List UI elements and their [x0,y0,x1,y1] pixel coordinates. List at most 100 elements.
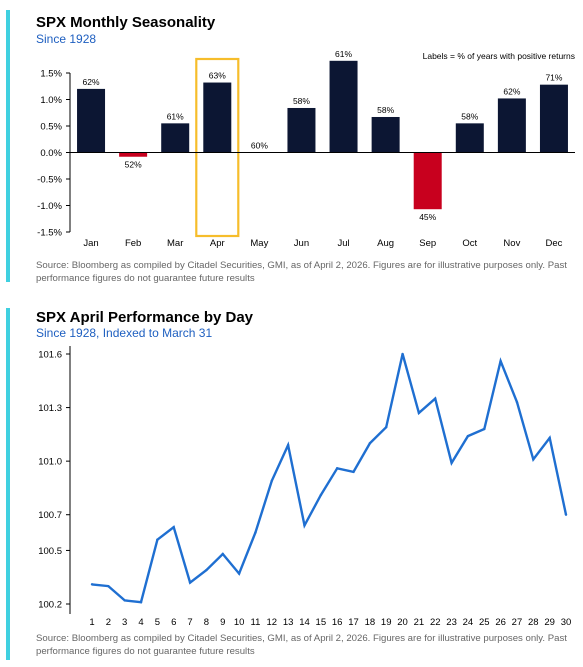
data-label-nov: 62% [503,86,520,96]
series-line [91,353,568,604]
x-tick-label: 19 [381,617,392,628]
data-point-day-12 [270,479,273,482]
data-point-day-18 [368,442,372,445]
y-tick-label: -0.5% [37,175,62,186]
data-point-day-10 [237,572,241,575]
data-label-oct: 58% [461,111,478,121]
x-tick-label: 12 [267,617,278,628]
x-tick-label: 17 [348,617,359,628]
y-tick-label: 100.5 [38,546,62,557]
highlight-box-apr [195,57,240,238]
y-tick-label: 0.0% [40,148,62,159]
bar-jul [329,60,358,153]
x-tick-label: 22 [430,617,441,628]
data-label-may: 60% [251,141,268,151]
x-tick-label: 2 [106,617,111,628]
chart-subtitle-april-daily: Since 1928, Indexed to March 31 [36,326,213,340]
x-tick-label: 10 [234,617,245,628]
data-label-aug: 58% [377,105,394,115]
source-note-seasonality: Source: Bloomberg as compiled by Citadel… [36,260,567,284]
x-tick-label: 24 [463,617,474,628]
source-note-april-daily: Source: Bloomberg as compiled by Citadel… [36,633,567,657]
x-tick-label: 18 [365,617,376,628]
data-point-day-22 [434,397,437,400]
y-tick-label: 101.6 [38,350,62,361]
bar-aug [371,116,400,153]
data-point-day-30 [564,513,568,516]
x-tick-label: Jul [337,238,349,249]
x-tick-label: Nov [503,238,520,249]
x-tick-label: May [250,238,268,249]
x-tick-label: 6 [171,617,176,628]
chart-title-april-daily: SPX April Performance by Day [36,309,254,326]
data-point-day-28 [532,458,535,461]
data-point-day-11 [254,531,257,534]
data-point-day-21 [417,411,421,415]
x-tick-label: Dec [546,238,563,249]
data-point-day-4 [139,601,143,604]
y-tick-label: 101.0 [38,457,62,468]
data-label-jan: 62% [83,77,100,87]
data-point-day-29 [548,436,551,440]
x-tick-label: 21 [414,617,425,628]
x-tick-label: 11 [251,617,261,628]
chart-subtitle-seasonality: Since 1928 [36,32,97,46]
x-tick-label: 8 [204,617,209,628]
data-label-apr: 63% [209,71,226,81]
bar-apr [203,82,232,153]
data-label-sep: 45% [419,212,436,222]
data-point-day-20 [401,352,404,356]
x-tick-label: 3 [122,617,127,628]
y-tick-label: -1.0% [37,201,62,212]
x-tick-label: 5 [155,617,160,628]
bar-feb [119,152,148,157]
data-label-jun: 58% [293,96,310,106]
data-point-day-19 [385,426,388,429]
data-label-dec: 71% [545,73,562,83]
y-tick-label: 101.3 [38,403,62,414]
data-point-day-7 [188,581,192,584]
bar-jun [287,107,316,153]
x-tick-label: Apr [210,238,225,249]
y-tick-label: 0.5% [40,122,62,133]
chart-note: Labels = % of years with positive return… [423,51,575,61]
data-point-day-17 [352,470,355,474]
y-tick-label: 100.2 [38,600,62,611]
data-point-day-9 [221,552,224,556]
x-tick-label: Oct [462,238,477,249]
x-tick-label: Jun [294,238,309,249]
y-tick-label: 100.7 [38,510,62,521]
data-point-day-14 [303,524,306,527]
x-tick-label: Aug [377,238,394,249]
x-tick-label: 20 [397,617,408,628]
x-tick-label: Sep [419,238,436,249]
data-point-day-27 [515,401,519,404]
x-tick-label: 9 [220,617,225,628]
data-point-day-15 [319,493,323,497]
x-tick-label: 16 [332,617,343,628]
x-tick-label: 29 [544,617,555,628]
data-point-day-1 [90,583,94,586]
data-label-jul: 61% [335,49,352,59]
x-tick-label: 25 [479,617,490,628]
x-tick-label: 30 [561,617,572,628]
x-tick-label: 28 [528,617,539,628]
data-point-day-23 [450,461,453,465]
y-tick-label: -1.5% [37,228,62,239]
x-tick-label: Jan [83,238,98,249]
chart-title-seasonality: SPX Monthly Seasonality [36,14,216,31]
y-tick-label: 1.5% [40,69,62,80]
x-tick-label: 23 [446,617,457,628]
x-tick-label: 27 [512,617,523,628]
x-tick-label: 1 [89,617,94,628]
bar-jan [77,88,106,153]
data-point-day-26 [499,359,502,363]
data-point-day-2 [107,584,110,588]
bar-dec [539,84,568,153]
data-point-day-13 [286,443,290,447]
accent-bar-top [6,10,10,282]
accent-bar-bottom [6,308,10,660]
y-tick-label: 1.0% [40,95,62,106]
x-tick-label: 4 [138,617,143,628]
